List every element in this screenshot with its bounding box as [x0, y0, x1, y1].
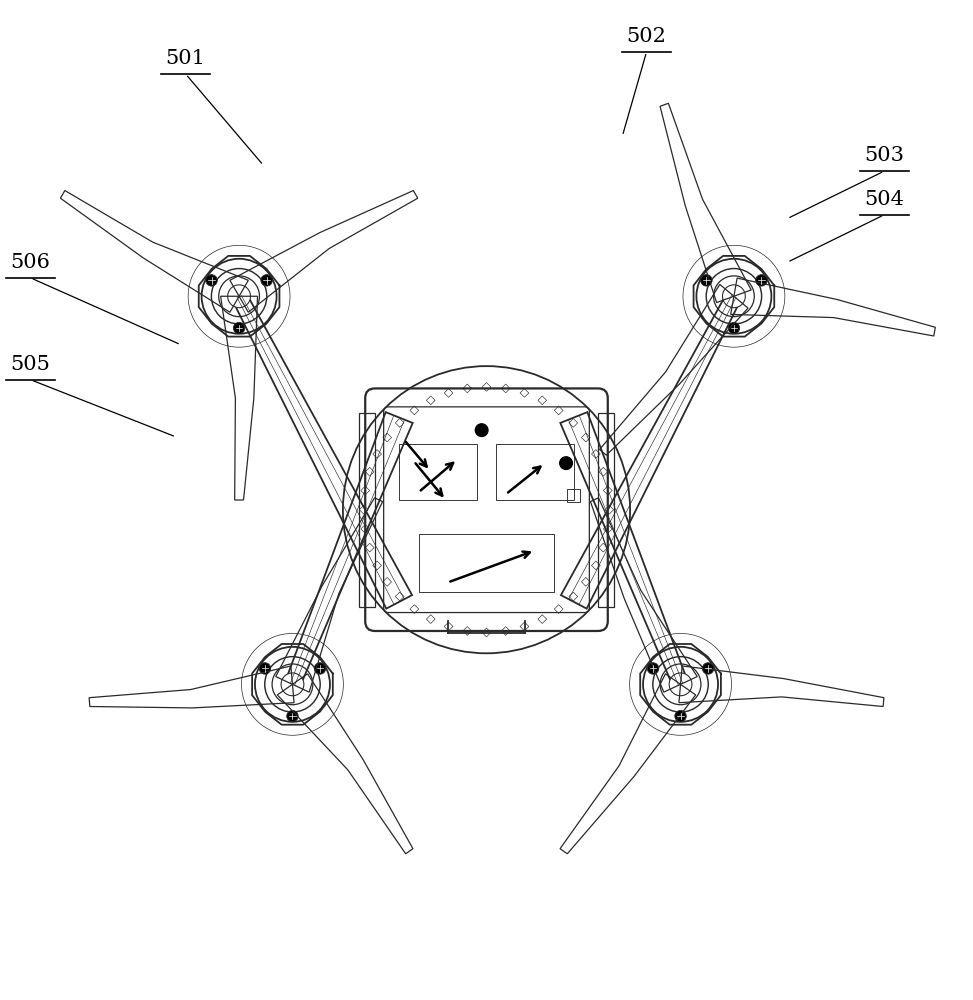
Circle shape: [281, 673, 304, 696]
Bar: [496, 444, 574, 500]
Text: 505: 505: [11, 355, 51, 374]
Text: 506: 506: [11, 253, 51, 272]
Text: 504: 504: [864, 190, 904, 209]
Circle shape: [669, 673, 692, 696]
Circle shape: [259, 663, 270, 674]
Circle shape: [559, 457, 572, 469]
Text: 501: 501: [165, 49, 205, 68]
Circle shape: [476, 424, 487, 436]
Text: 502: 502: [627, 27, 667, 46]
Bar: [567, 489, 580, 502]
Circle shape: [206, 275, 217, 286]
Bar: [359, 413, 375, 607]
Circle shape: [261, 275, 272, 286]
Circle shape: [701, 275, 712, 286]
Bar: [399, 444, 477, 500]
Bar: [598, 413, 614, 607]
Circle shape: [234, 322, 245, 334]
Circle shape: [287, 710, 298, 722]
Circle shape: [723, 285, 745, 308]
Bar: [418, 534, 555, 592]
Circle shape: [703, 663, 714, 674]
Circle shape: [756, 275, 767, 286]
Circle shape: [647, 663, 659, 674]
Circle shape: [314, 663, 326, 674]
Circle shape: [675, 710, 686, 722]
Circle shape: [228, 285, 250, 308]
Text: 503: 503: [864, 146, 904, 165]
Circle shape: [728, 322, 739, 334]
